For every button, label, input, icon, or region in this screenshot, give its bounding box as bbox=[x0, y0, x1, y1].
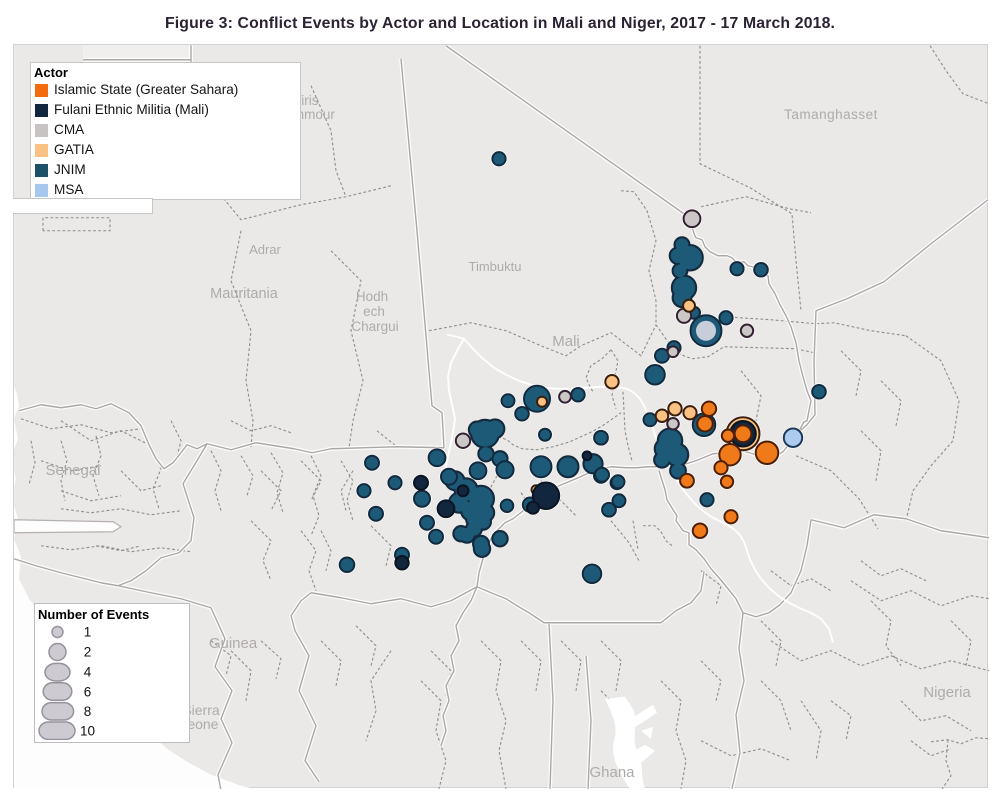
svg-text:Hodh: Hodh bbox=[356, 289, 388, 304]
svg-text:Tamanghasset: Tamanghasset bbox=[784, 107, 878, 122]
svg-text:Mali: Mali bbox=[552, 333, 580, 350]
svg-text:Sierra: Sierra bbox=[182, 702, 220, 718]
svg-text:Ghana: Ghana bbox=[589, 764, 635, 781]
svg-text:10: 10 bbox=[80, 723, 95, 738]
svg-text:Nigeria: Nigeria bbox=[923, 684, 971, 701]
svg-text:Guinea: Guinea bbox=[209, 635, 258, 652]
svg-text:Senegal: Senegal bbox=[45, 462, 100, 479]
svg-text:6: 6 bbox=[84, 684, 92, 699]
svg-text:Adrar: Adrar bbox=[249, 242, 281, 257]
svg-text:Chargui: Chargui bbox=[351, 319, 398, 334]
svg-text:8: 8 bbox=[84, 704, 92, 719]
svg-text:4: 4 bbox=[84, 665, 92, 680]
svg-text:2: 2 bbox=[84, 645, 92, 660]
svg-text:Timbuktu: Timbuktu bbox=[469, 259, 522, 274]
svg-text:Mauritania: Mauritania bbox=[210, 286, 279, 302]
svg-text:1: 1 bbox=[84, 625, 92, 640]
svg-text:ech: ech bbox=[363, 304, 385, 319]
